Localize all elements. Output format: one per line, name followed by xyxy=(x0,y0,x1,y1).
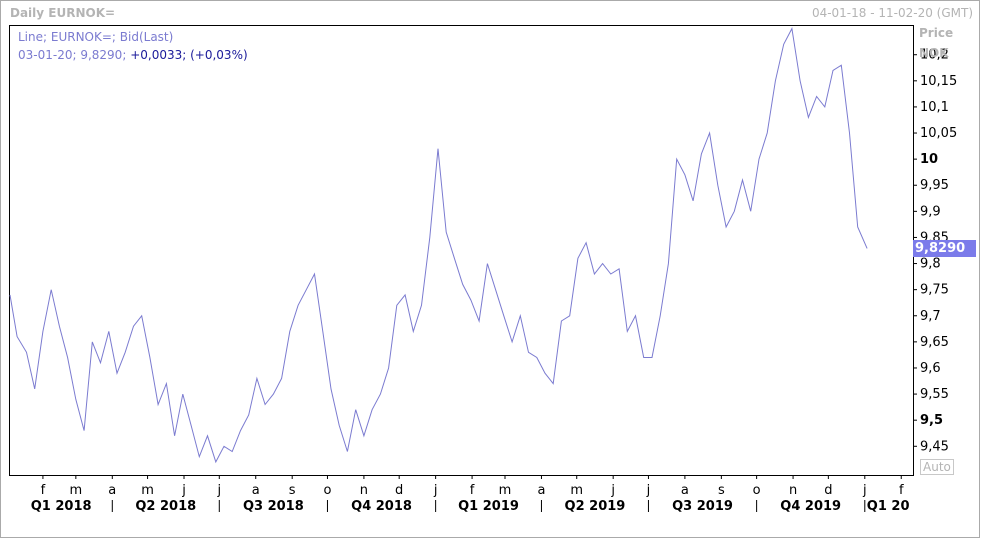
legend-values: 03-01-20; 9,8290; +0,0033; (+0,03%) xyxy=(18,48,248,62)
month-label: n xyxy=(360,483,368,498)
month-label: f xyxy=(470,483,475,498)
month-label: s xyxy=(289,483,296,498)
y-tick-label: 9,9 xyxy=(920,204,941,219)
auto-scale-button[interactable]: Auto xyxy=(920,459,954,475)
y-tick-label: 9,7 xyxy=(920,309,941,324)
y-tick-label: 9,55 xyxy=(920,387,949,402)
y-axis-unit: NOK xyxy=(919,46,949,60)
month-label: j xyxy=(646,483,651,498)
y-tick-label: 10,2 xyxy=(920,48,949,63)
y-tick-label: 10,15 xyxy=(920,74,957,89)
y-tick-label: 9,65 xyxy=(920,335,949,350)
month-label: n xyxy=(789,483,797,498)
y-tick-label: 10 xyxy=(920,152,938,167)
quarter-label: Q1 20 xyxy=(867,499,910,514)
month-label: o xyxy=(323,483,331,498)
legend-series-label: Line; EURNOK=; Bid(Last) xyxy=(18,30,174,44)
date-range: 04-01-18 - 11-02-20 (GMT) xyxy=(811,6,973,20)
month-label: a xyxy=(537,483,545,498)
month-label: j xyxy=(216,483,221,498)
legend-change-pct: (+0,03%) xyxy=(190,48,248,62)
y-tick-label: 9,45 xyxy=(920,439,949,454)
quarter-label: Q2 2019 xyxy=(565,499,626,514)
legend-change: +0,0033 xyxy=(130,48,183,62)
legend-date: 03-01-20 xyxy=(18,48,73,62)
month-label: j xyxy=(181,483,186,498)
y-axis-title: Price xyxy=(919,26,954,40)
y-tick-label: 10,05 xyxy=(920,126,957,141)
quarter-label: Q3 2018 xyxy=(243,499,304,514)
month-label: m xyxy=(570,483,583,498)
y-tick-label: 9,75 xyxy=(920,283,949,298)
quarter-label: Q1 2019 xyxy=(458,499,519,514)
month-label: j xyxy=(610,483,615,498)
month-label: o xyxy=(753,483,761,498)
quarter-label: Q4 2018 xyxy=(351,499,412,514)
y-tick-label: 10,1 xyxy=(920,100,949,115)
last-value-badge: 9,8290 xyxy=(913,239,976,257)
month-label: a xyxy=(108,483,116,498)
y-tick-label: 9,5 xyxy=(920,413,943,428)
month-label: f xyxy=(41,483,46,498)
y-tick-label: 9,95 xyxy=(920,178,949,193)
month-label: d xyxy=(395,483,403,498)
month-label: s xyxy=(718,483,725,498)
plot-frame xyxy=(9,25,914,476)
month-label: m xyxy=(499,483,512,498)
month-label: f xyxy=(899,483,904,498)
month-label: j xyxy=(862,483,867,498)
quarter-label: Q1 2018 xyxy=(31,499,92,514)
quarter-label: Q3 2019 xyxy=(672,499,733,514)
y-tick-label: 9,6 xyxy=(920,361,941,376)
month-label: m xyxy=(70,483,83,498)
month-label: j xyxy=(433,483,438,498)
price-series-line[interactable] xyxy=(9,27,868,464)
quarter-label: Q4 2019 xyxy=(780,499,841,514)
y-tick-label: 9,8 xyxy=(920,257,941,272)
month-label: a xyxy=(252,483,260,498)
legend-last: 9,8290 xyxy=(80,48,123,62)
month-label: d xyxy=(824,483,832,498)
x-axis: f m a m j j a s o n d j f m a m j j a s o n d j fQ1 2018 Q2 2018 Q… xyxy=(31,475,910,514)
month-label: m xyxy=(141,483,154,498)
chart-title: Daily EURNOK= xyxy=(10,6,116,20)
month-label: a xyxy=(681,483,689,498)
y-axis: 10,210,1510,110,05109,959,99,859,89,759,… xyxy=(913,48,957,454)
quarter-label: Q2 2018 xyxy=(135,499,196,514)
